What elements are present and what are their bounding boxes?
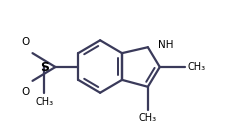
Text: O: O — [21, 87, 30, 97]
Text: S: S — [40, 60, 49, 73]
Text: CH₃: CH₃ — [139, 113, 157, 123]
Text: CH₃: CH₃ — [35, 97, 54, 107]
Text: O: O — [21, 37, 30, 47]
Text: NH: NH — [158, 40, 173, 50]
Text: CH₃: CH₃ — [188, 62, 206, 72]
